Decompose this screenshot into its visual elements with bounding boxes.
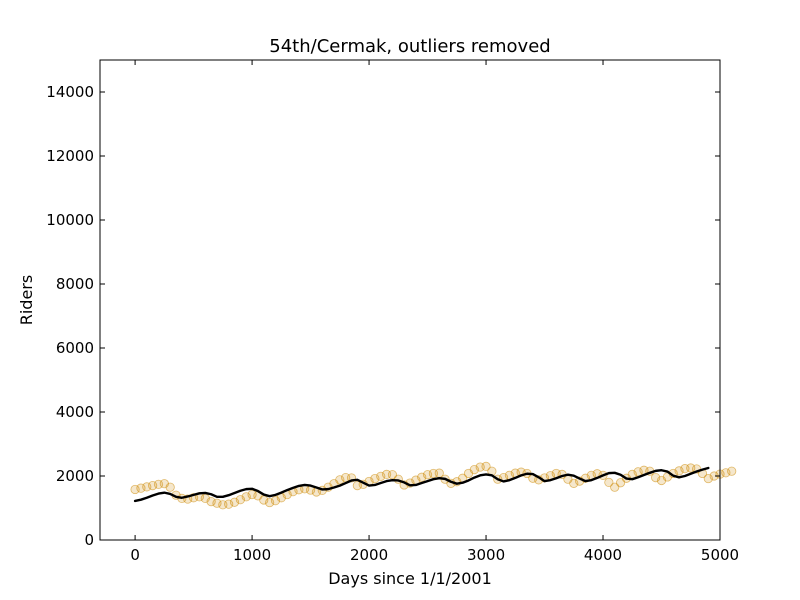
x-tick-label: 1000 — [233, 546, 271, 564]
scatter-point — [417, 472, 427, 482]
x-tick-label: 0 — [130, 546, 140, 564]
scatter-point — [469, 464, 479, 475]
scatter-point — [335, 475, 345, 485]
scatter-point — [206, 496, 216, 507]
y-axis-label: Riders — [17, 275, 36, 325]
y-tick-label: 2000 — [56, 467, 94, 485]
y-tick-label: 12000 — [46, 147, 94, 165]
x-tick-label: 3000 — [467, 546, 505, 564]
y-tick-label: 6000 — [56, 339, 94, 357]
scatter-point — [370, 473, 380, 484]
scatter-point — [270, 496, 281, 506]
y-tick-label: 4000 — [56, 403, 94, 421]
axes-frame — [99, 59, 721, 541]
scatter-point — [569, 478, 579, 488]
scatter-point — [727, 466, 737, 476]
scatter-point — [235, 495, 245, 505]
y-tick-label: 0 — [84, 531, 94, 549]
scatter-point — [481, 461, 491, 471]
scatter-point — [224, 499, 234, 509]
chart-title: 54th/Cermak, outliers removed — [269, 36, 550, 57]
plot-area — [130, 461, 737, 510]
scatter-point — [212, 498, 222, 508]
scatter-point — [241, 492, 251, 502]
axes: 0 1000 2000 3000 4000 5000 0 2000 4000 6000 8000 10… — [46, 59, 739, 564]
y-tick-label: 10000 — [46, 211, 94, 229]
scatter-point — [721, 468, 731, 478]
y-tick-label: 14000 — [46, 83, 94, 101]
trend-line — [133, 466, 710, 503]
x-tick-label: 2000 — [350, 546, 388, 564]
y-tick-label: 8000 — [56, 275, 94, 293]
x-axis-label: Days since 1/1/2001 — [328, 569, 492, 588]
scatter-point — [247, 489, 257, 500]
scatter-point — [651, 472, 661, 483]
x-tick-label: 5000 — [701, 546, 739, 564]
scatter-point — [376, 471, 386, 481]
scatter-point — [703, 473, 713, 484]
scatter-point — [165, 482, 175, 492]
scatter-point — [265, 497, 275, 508]
scatter-point — [229, 497, 240, 507]
scatter-point — [674, 466, 684, 476]
scatter-point — [604, 477, 614, 487]
x-tick-label: 4000 — [584, 546, 622, 564]
